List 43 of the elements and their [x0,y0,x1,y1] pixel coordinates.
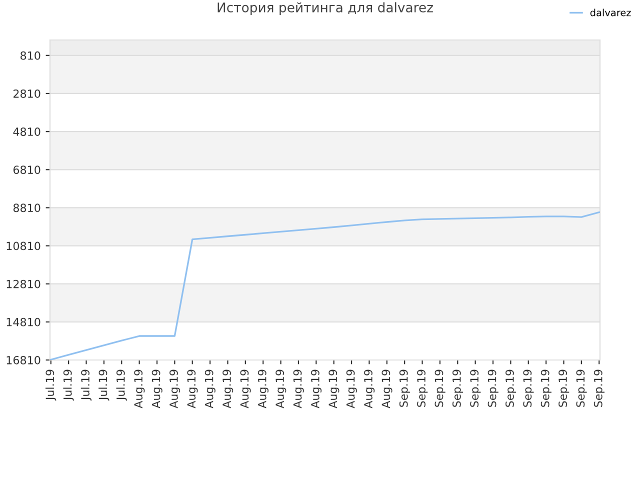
y-tick-label: 10810 [6,242,40,250]
x-tick-label: Sep.19 [594,370,604,407]
x-tick-label: Aug.19 [258,370,268,408]
x-tick-label: Jul.19 [46,370,56,401]
x-tick-label: Aug.19 [382,370,392,408]
x-tick-label: Aug.19 [346,370,357,408]
y-tick-label: 4810 [13,128,40,136]
x-tick-label: Jul.19 [98,370,110,401]
x-tick-label: Sep.19 [399,370,410,407]
y-tick-label: 2810 [14,89,40,98]
x-tick-label: Jul.19 [116,370,127,401]
x-tick-label: Jul.19 [63,370,74,401]
x-tick-label: Aug.19 [187,370,198,408]
x-tick-label: Aug.19 [310,370,322,408]
y-tick-label: 14810 [6,318,40,326]
y-tick-label: 6810 [13,166,40,174]
x-tick-label: Aug.19 [222,370,234,408]
x-tick-label: Jul.19 [80,370,92,401]
x-tick-label: Aug.19 [293,370,304,408]
x-tick-label: Sep.19 [470,370,481,407]
x-tick-label: Sep.19 [558,370,570,407]
y-tick-label: 16810 [6,356,40,364]
legend-label: dalvarez [590,8,631,16]
x-tick-label: Sep.19 [417,370,428,407]
x-tick-label: Sep.19 [576,370,587,407]
y-tick-label: 8810 [13,204,40,212]
x-tick-label: Sep.19 [488,370,498,407]
y-tick-label: 810 [20,51,40,60]
y-tick-label: 12810 [6,280,40,288]
x-tick-label: Sep.19 [540,370,552,407]
x-tick-label: Aug.19 [134,370,145,408]
x-tick-label: Aug.19 [152,370,162,408]
x-tick-label: Aug.19 [276,370,286,408]
chart-title: История рейтинга для dalvarez [218,2,433,15]
x-tick-label: Aug.19 [364,370,375,408]
x-tick-label: Sep.19 [452,370,464,407]
x-tick-label: Sep.19 [523,370,534,407]
x-tick-label: Aug.19 [204,370,216,408]
x-tick-label: Aug.19 [328,370,340,408]
x-tick-label: Aug.19 [240,370,251,408]
x-tick-label: Sep.19 [434,370,446,407]
x-tick-label: Sep.19 [506,370,516,407]
x-tick-label: Aug.19 [170,370,180,408]
